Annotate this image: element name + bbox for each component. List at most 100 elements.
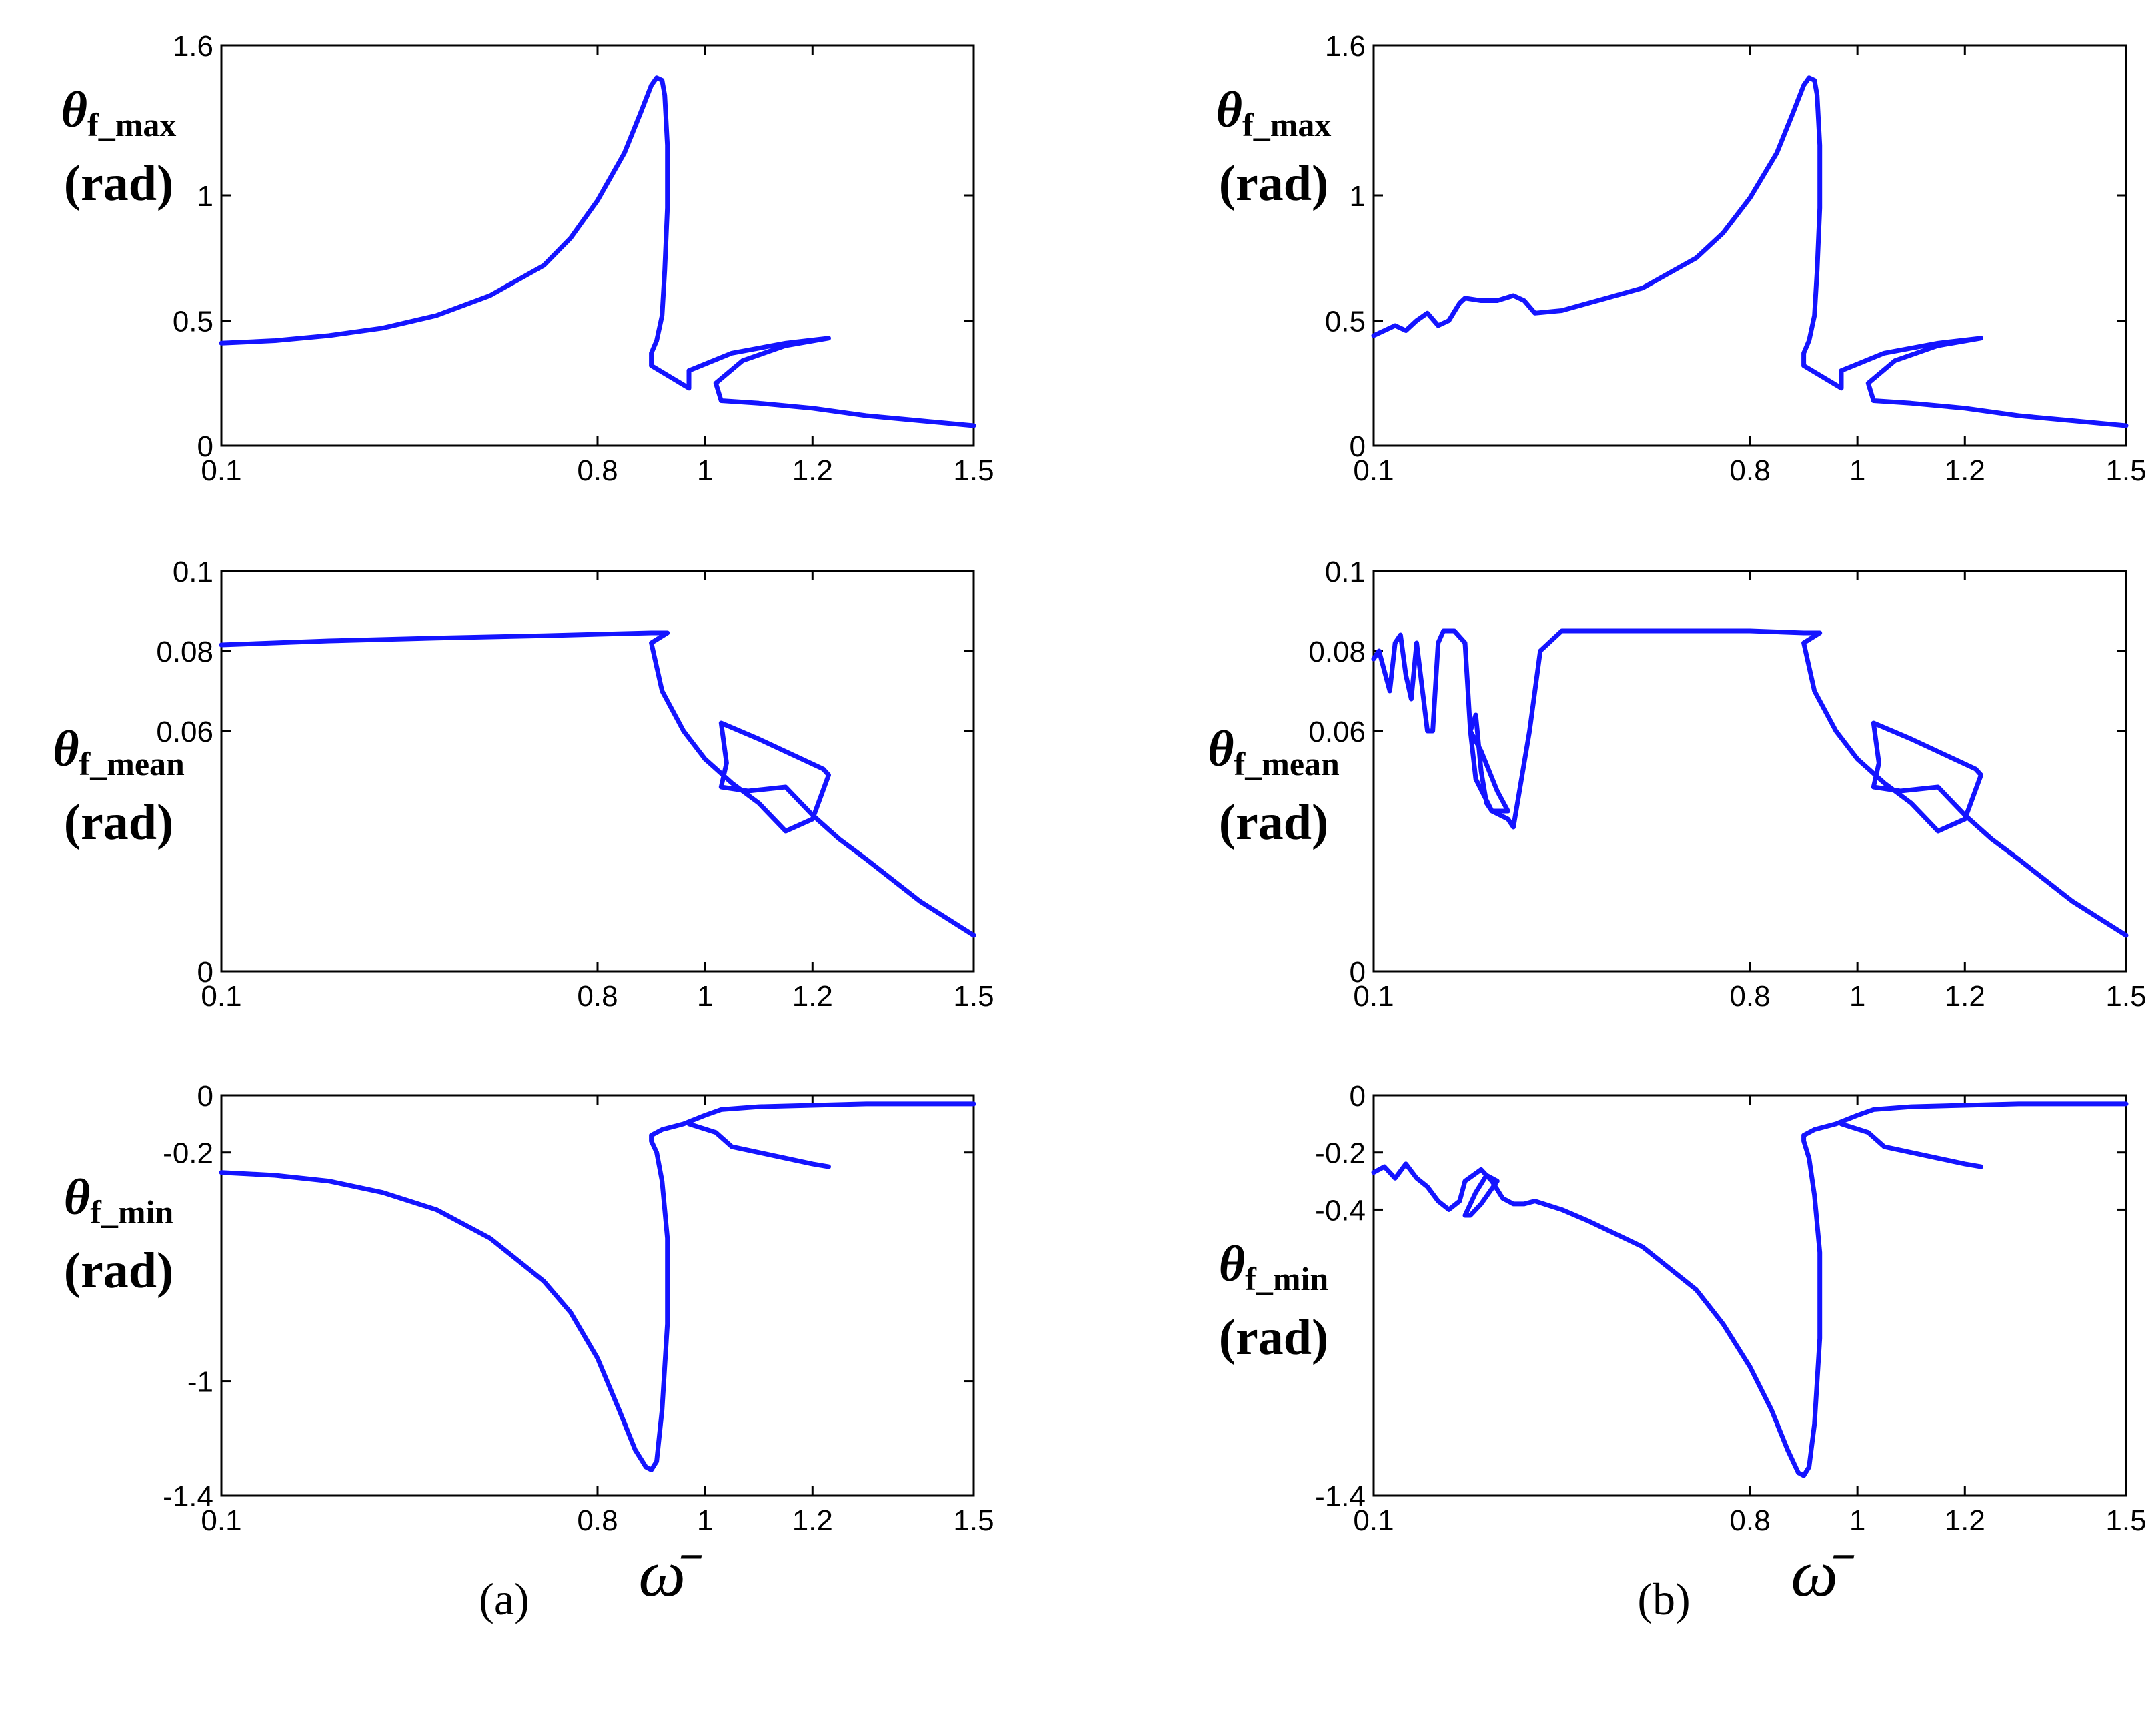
- y-tick-label: -1.4: [163, 1480, 213, 1513]
- x-tick-label: 1.5: [2105, 980, 2146, 1013]
- chart-b-min: 0.1 0.8 1 1.2 1.5 -1.4 -0.4 -0.2 0 θf_min (rad) ω̄: [1219, 1080, 2147, 1610]
- y-tick-label: 0: [1350, 430, 1366, 463]
- x-tick-label: 1: [1849, 454, 1865, 487]
- y-label-symbol: θ: [64, 1169, 90, 1225]
- y-tick-label: -0.4: [1315, 1194, 1366, 1227]
- y-tick-label: 0.1: [1325, 556, 1366, 588]
- x-tick-label: 0.1: [201, 980, 241, 1013]
- y-label-symbol: θ: [61, 82, 87, 138]
- x-tick-label: 1.2: [1945, 1504, 1985, 1537]
- y-axis-label: θf_mean: [1208, 721, 1340, 782]
- series-line-lower-branch: [1839, 1121, 1983, 1169]
- plot-frame: [1372, 1094, 2127, 1497]
- x-tick-label: 1.2: [792, 454, 833, 487]
- y-tick-label: 0.08: [1308, 636, 1366, 668]
- y-tick-label: -1: [187, 1366, 213, 1399]
- y-label-symbol: θ: [1216, 82, 1242, 138]
- x-tick-label: 1.2: [1945, 454, 1985, 487]
- y-axis-label: θf_max: [61, 82, 177, 143]
- x-tick-label: 1.2: [792, 980, 833, 1013]
- x-tick-label: 1.5: [2105, 454, 2146, 487]
- x-axis-label: ω̄: [1791, 1536, 1855, 1610]
- x-tick-label: 1: [697, 980, 713, 1013]
- series-line-mean: [219, 630, 976, 938]
- x-tick-label: 1.5: [2105, 1504, 2146, 1537]
- y-tick-label: 1.6: [1325, 30, 1366, 63]
- x-tick-label: 0.1: [1353, 454, 1394, 487]
- y-label-sub-f: f: [1234, 745, 1246, 782]
- x-tick-label: 0.8: [1729, 980, 1770, 1013]
- y-label-sub-f: f: [1242, 106, 1254, 143]
- series-line-lower: [219, 1101, 976, 1472]
- x-tick-label: 1: [1849, 980, 1865, 1013]
- y-tick-label: -1.4: [1315, 1480, 1366, 1513]
- y-label-subscript: _max: [1253, 106, 1332, 143]
- y-label-subscript: _min: [101, 1193, 174, 1231]
- series-line-lower-loop: [1462, 1173, 1500, 1218]
- x-tick-label: 0.8: [1729, 1504, 1770, 1537]
- y-axis-unit: (rad): [64, 1243, 174, 1299]
- x-tick-label: 0.1: [201, 1504, 241, 1537]
- y-tick-label: 0: [197, 1080, 213, 1113]
- y-axis-unit: (rad): [1219, 155, 1329, 211]
- series-line-lower: [1371, 1101, 2129, 1478]
- y-tick-label: 0.1: [173, 556, 213, 588]
- y-tick-label: 0.08: [156, 636, 213, 668]
- x-tick-label: 1.5: [953, 1504, 994, 1537]
- plot-frame: [1372, 44, 2127, 447]
- x-tick-label: 1.5: [953, 454, 994, 487]
- y-label-subscript: _mean: [89, 745, 185, 782]
- y-label-sub-f: f: [90, 1193, 102, 1231]
- y-label-subscript: _max: [98, 106, 177, 143]
- x-tick-label: 0.1: [1353, 980, 1394, 1013]
- y-tick-label: -0.2: [163, 1137, 213, 1170]
- y-tick-label: 1: [1350, 180, 1366, 213]
- series-line-mean: [1371, 628, 2129, 938]
- y-tick-label: 1.6: [173, 30, 213, 63]
- y-tick-label: 0: [197, 430, 213, 463]
- y-axis-label: θf_mean: [53, 721, 185, 782]
- x-tick-label: 0.8: [577, 454, 618, 487]
- y-axis-label: θf_max: [1216, 82, 1332, 143]
- x-tick-label: 0.8: [577, 980, 618, 1013]
- chart-a-max: 0.1 0.8 1 1.2 1.5 0 0.5 1 1.6 θf_max (rad): [61, 30, 994, 487]
- x-tick-label: 1.2: [1945, 980, 1985, 1013]
- x-tick-label: 1: [697, 1504, 713, 1537]
- x-tick-label: 1: [697, 454, 713, 487]
- x-tick-label: 1: [1849, 1504, 1865, 1537]
- plot-frame: [220, 570, 975, 973]
- x-tick-label: 1.2: [792, 1504, 833, 1537]
- y-tick-label: 1: [197, 180, 213, 213]
- y-tick-label: 0.06: [156, 716, 213, 748]
- chart-a-min: 0.1 0.8 1 1.2 1.5 -1.4 -1 -0.2 0 θf_min (rad) ω̄: [64, 1080, 994, 1610]
- series-line-upper: [1371, 75, 2129, 428]
- y-label-symbol: θ: [53, 721, 79, 777]
- y-label-subscript: _mean: [1244, 745, 1340, 782]
- chart-b-mean: 0.1 0.8 1 1.2 1.5 0 0.06 0.08 0.1 θf_mean (rad): [1208, 556, 2146, 1013]
- y-axis-unit: (rad): [1219, 794, 1329, 850]
- x-tick-label: 0.8: [1729, 454, 1770, 487]
- y-tick-label: 0: [1350, 1080, 1366, 1113]
- y-axis-label: θf_min: [64, 1169, 174, 1231]
- caption-b: (b): [1637, 1574, 1690, 1624]
- y-label-sub-f: f: [87, 106, 99, 143]
- y-label-symbol: θ: [1208, 721, 1234, 777]
- chart-a-mean: 0.1 0.8 1 1.2 1.5 0 0.06 0.08 0.1 θf_mean (rad): [53, 556, 994, 1013]
- caption-a: (a): [479, 1574, 529, 1624]
- plot-frame: [220, 1094, 975, 1497]
- y-tick-label: 0.06: [1308, 716, 1366, 748]
- x-tick-label: 0.8: [577, 1504, 618, 1537]
- x-tick-label: 0.1: [201, 454, 241, 487]
- y-tick-label: 0.5: [1325, 306, 1366, 338]
- series-line-lower-branch: [686, 1121, 831, 1169]
- y-axis-unit: (rad): [64, 155, 174, 211]
- plot-frame: [220, 44, 975, 447]
- y-axis-unit: (rad): [64, 794, 174, 850]
- x-tick-label: 1.5: [953, 980, 994, 1013]
- chart-b-max: 0.1 0.8 1 1.2 1.5 0 0.5 1 1.6 θf_max (rad): [1216, 30, 2147, 487]
- y-axis-unit: (rad): [1219, 1309, 1329, 1365]
- y-tick-label: -0.2: [1315, 1137, 1366, 1170]
- y-tick-label: 0: [1350, 956, 1366, 989]
- series-line-upper: [219, 75, 976, 428]
